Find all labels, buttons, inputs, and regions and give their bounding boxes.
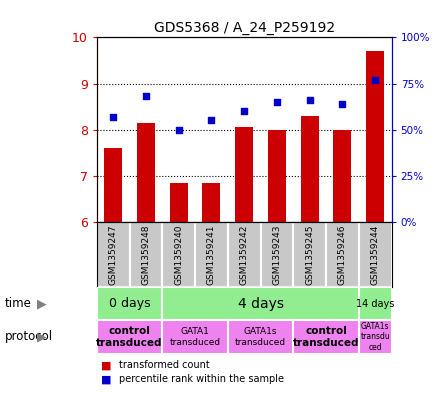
Text: GSM1359242: GSM1359242 bbox=[240, 224, 249, 285]
Point bbox=[110, 114, 117, 120]
Point bbox=[208, 117, 215, 123]
Text: percentile rank within the sample: percentile rank within the sample bbox=[119, 374, 284, 384]
Bar bbox=[97, 222, 129, 287]
Text: GSM1359246: GSM1359246 bbox=[338, 224, 347, 285]
Text: control
transduced: control transduced bbox=[293, 326, 359, 348]
Bar bbox=[97, 320, 162, 354]
Point bbox=[175, 127, 182, 133]
Text: ■: ■ bbox=[101, 374, 112, 384]
Bar bbox=[334, 130, 352, 222]
Text: ▶: ▶ bbox=[37, 297, 47, 310]
Text: GSM1359248: GSM1359248 bbox=[141, 224, 150, 285]
Bar bbox=[293, 222, 326, 287]
Bar bbox=[97, 287, 162, 320]
Bar bbox=[104, 148, 122, 222]
Text: ■: ■ bbox=[101, 360, 112, 371]
Point bbox=[372, 77, 379, 83]
Point bbox=[273, 99, 280, 105]
Text: ▶: ▶ bbox=[37, 331, 47, 343]
Bar bbox=[162, 287, 359, 320]
Text: control
transduced: control transduced bbox=[96, 326, 163, 348]
Bar bbox=[170, 183, 188, 222]
Text: GATA1s
transdu
ced: GATA1s transdu ced bbox=[360, 322, 390, 352]
Text: transformed count: transformed count bbox=[119, 360, 209, 371]
Bar bbox=[301, 116, 319, 222]
Bar bbox=[326, 222, 359, 287]
Point bbox=[339, 101, 346, 107]
Bar bbox=[137, 123, 155, 222]
Bar bbox=[195, 222, 228, 287]
Text: 0 days: 0 days bbox=[109, 297, 150, 310]
Bar bbox=[359, 287, 392, 320]
Text: protocol: protocol bbox=[4, 331, 52, 343]
Text: GATA1s
transduced: GATA1s transduced bbox=[235, 327, 286, 347]
Text: GSM1359240: GSM1359240 bbox=[174, 224, 183, 285]
Bar bbox=[228, 222, 260, 287]
Bar bbox=[162, 320, 228, 354]
Bar bbox=[359, 320, 392, 354]
Bar bbox=[162, 222, 195, 287]
Point bbox=[143, 93, 150, 99]
Text: GSM1359247: GSM1359247 bbox=[109, 224, 117, 285]
Point bbox=[241, 108, 248, 114]
Text: time: time bbox=[4, 297, 31, 310]
Bar bbox=[129, 222, 162, 287]
Text: 4 days: 4 days bbox=[238, 297, 283, 310]
Text: GSM1359244: GSM1359244 bbox=[371, 224, 380, 285]
Bar bbox=[268, 130, 286, 222]
Bar bbox=[235, 127, 253, 222]
Text: GATA1
transduced: GATA1 transduced bbox=[169, 327, 220, 347]
Text: GSM1359245: GSM1359245 bbox=[305, 224, 314, 285]
Bar bbox=[202, 183, 220, 222]
Text: 14 days: 14 days bbox=[356, 299, 394, 309]
Title: GDS5368 / A_24_P259192: GDS5368 / A_24_P259192 bbox=[154, 21, 335, 35]
Point bbox=[306, 97, 313, 103]
Bar bbox=[359, 222, 392, 287]
Bar bbox=[293, 320, 359, 354]
Text: GSM1359241: GSM1359241 bbox=[207, 224, 216, 285]
Bar bbox=[366, 51, 384, 222]
Bar bbox=[260, 222, 293, 287]
Bar bbox=[228, 320, 293, 354]
Text: GSM1359243: GSM1359243 bbox=[272, 224, 282, 285]
